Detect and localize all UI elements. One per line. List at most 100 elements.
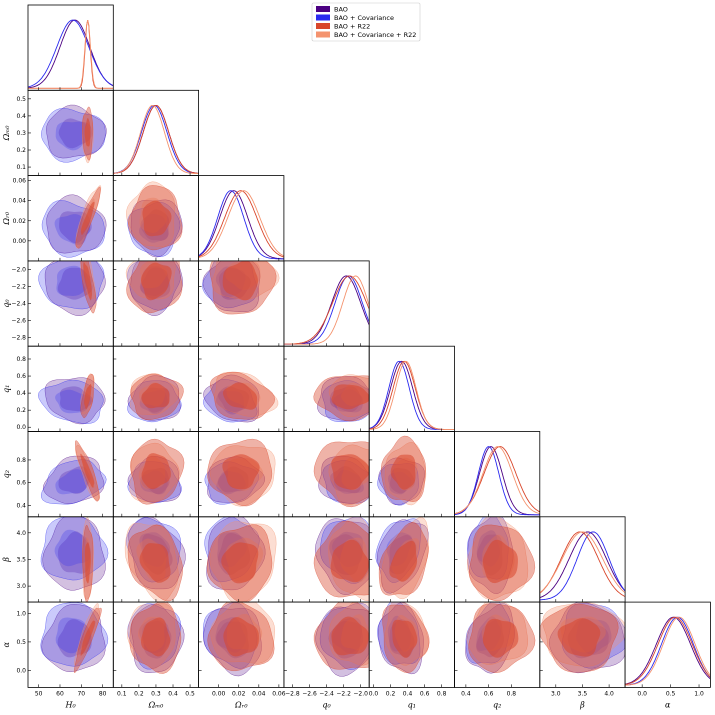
- y-tick-label: 0.8: [16, 457, 26, 464]
- panel-content: [198, 190, 284, 260]
- x-tick-label: 0.0: [637, 690, 647, 697]
- x-tick-label: 0.00: [212, 690, 226, 697]
- panel-Om0-vs-H0: 0.1 0.2 0.3 0.4 0.5: [16, 89, 114, 177]
- marginal-curve-bao_r22: [113, 104, 199, 174]
- contour-68-bao_r22: [223, 617, 259, 657]
- marginal-curve-bao: [28, 19, 114, 89]
- contour-68-bao: [58, 466, 91, 494]
- y-tick-label: 0.3: [16, 130, 26, 137]
- legend-box: [311, 2, 421, 42]
- panel-content: [369, 360, 455, 430]
- contour-68-bao_r22: [389, 540, 418, 582]
- x-tick-label: 0.5: [185, 690, 195, 697]
- panel-beta-vs-q0: [283, 516, 370, 603]
- legend-swatch-bao_cov_r22: [316, 31, 330, 38]
- y-tick-label: 0.2: [16, 407, 26, 414]
- panel-content: [313, 516, 370, 602]
- panel-content: [124, 516, 186, 603]
- y-tick-label: 0.1: [16, 164, 26, 171]
- x-tick-label: 0.0: [369, 690, 379, 697]
- contour-68-bao_r22: [482, 539, 518, 584]
- x-tick-label: 60: [56, 690, 64, 697]
- x-tick-label: 3.5: [578, 690, 588, 697]
- panel-content: [126, 181, 183, 258]
- contour-68-bao_r22: [83, 262, 92, 301]
- panel-content: [377, 435, 427, 506]
- legend-label-bao_cov: BAO + Covariance: [334, 14, 394, 22]
- y-tick-label: −2.6: [11, 318, 26, 325]
- panel-content: [466, 516, 536, 602]
- x-tick-label: 0.2: [386, 690, 396, 697]
- marginal-curve-bao: [198, 190, 284, 260]
- contour-68-bao_r22: [141, 262, 172, 301]
- panel-frame: [283, 260, 370, 347]
- contour-68-bao_r22: [222, 454, 260, 490]
- panel-content: [539, 531, 626, 601]
- x-tick-label: 0.6: [420, 690, 430, 697]
- y-tick-label: 0.4: [16, 390, 26, 397]
- y-axis-label-alpha: α: [2, 641, 11, 647]
- x-tick-label: 0.04: [252, 690, 266, 697]
- x-axis-label-q1: q₁: [408, 700, 416, 709]
- panel-content: [127, 373, 184, 423]
- marginal-curve-bao_cov: [539, 531, 626, 601]
- panel-alpha-vs-alpha: 0.0 0.5 1.0: [624, 601, 711, 697]
- panel-content: [203, 602, 276, 677]
- contour-68-bao_r22: [80, 620, 96, 656]
- panel-q2-vs-q0: [283, 431, 370, 518]
- x-tick-label: 0.06: [272, 690, 286, 697]
- panel-Om0-vs-Om0: [112, 89, 200, 177]
- contour-68-bao_r22: [142, 200, 172, 237]
- contour-68-bao_cov: [55, 389, 92, 414]
- y-axis-label-q0: q₀: [2, 299, 11, 308]
- contour-68-bao_r22: [331, 454, 370, 490]
- contour-68-bao_r22: [84, 118, 91, 147]
- panel-beta-vs-q2: [454, 516, 541, 603]
- y-tick-label: −2.2: [11, 283, 26, 290]
- panel-content: [375, 517, 430, 600]
- panel-content: [283, 275, 370, 345]
- panel-content: [313, 602, 370, 677]
- marginal-curve-bao_r22: [283, 275, 370, 345]
- x-tick-label: 0.4: [168, 690, 178, 697]
- marginal-curve-bao_cov_r22: [539, 531, 626, 594]
- x-tick-label: 4.0: [604, 690, 614, 697]
- marginal-curve-bao: [539, 531, 626, 599]
- panel-H0-vs-H0: [27, 4, 114, 91]
- x-axis-label-q0: q₀: [322, 700, 331, 709]
- contour-68-bao_r22: [331, 384, 370, 410]
- legend-swatch-bao: [316, 6, 330, 12]
- y-tick-label: 0.6: [16, 373, 26, 380]
- y-tick-label: 0.02: [13, 218, 27, 225]
- panel-content: [40, 602, 109, 674]
- marginal-curve-bao_cov_r22: [198, 190, 284, 259]
- contour-68-bao_r22: [330, 539, 370, 583]
- contour-68-bao_r22: [80, 453, 95, 488]
- panel-content: [127, 438, 185, 505]
- x-axis-label-beta: β: [579, 700, 585, 709]
- panel-content: [40, 516, 109, 603]
- panel-q0-vs-H0: −2.8 −2.6 −2.4 −2.2 −2.0: [11, 260, 114, 347]
- x-tick-label: 0.8: [507, 690, 517, 697]
- x-tick-label: 0.1: [117, 690, 127, 697]
- panel-q1-vs-q1: [368, 345, 455, 432]
- contour-68-bao_r22: [392, 619, 418, 658]
- x-tick-label: −2.2: [336, 690, 351, 697]
- marginal-curve-bao_cov: [283, 275, 370, 345]
- legend-swatch-bao_cov: [316, 14, 330, 21]
- y-tick-label: 0.2: [16, 147, 26, 154]
- contour-68-bao_cov: [55, 469, 90, 495]
- panel-frame: [368, 345, 455, 432]
- marginal-curve-bao_cov: [625, 616, 711, 686]
- x-tick-label: 3.0: [551, 690, 561, 697]
- panel-beta-vs-H0: 3.0 3.5 4.0: [16, 516, 114, 603]
- marginal-curve-bao_cov_r22: [28, 19, 114, 89]
- panel-content: [127, 602, 185, 674]
- marginal-curve-bao_r22: [539, 531, 626, 597]
- contour-95-bao_cov: [40, 602, 109, 667]
- marginal-curve-bao_r22: [198, 190, 284, 258]
- legend-swatch-bao_r22: [316, 23, 330, 29]
- x-tick-label: 0.8: [437, 690, 447, 697]
- legend-label-bao_cov_r22: BAO + Covariance + R22: [334, 31, 416, 39]
